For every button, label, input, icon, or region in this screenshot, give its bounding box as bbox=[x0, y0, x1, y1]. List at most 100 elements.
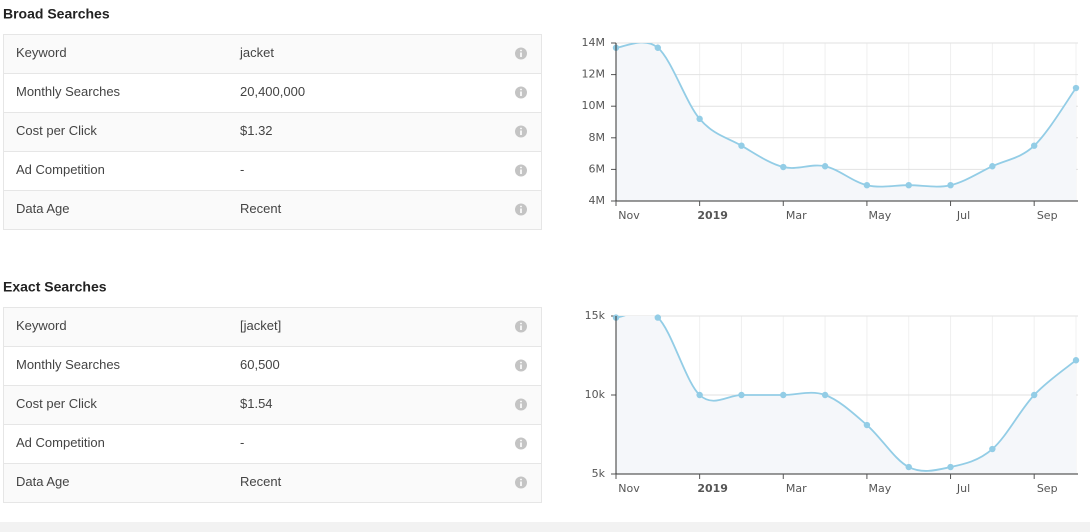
table-row bbox=[3, 112, 542, 152]
point bbox=[1072, 84, 1080, 92]
table-row bbox=[3, 190, 542, 230]
point bbox=[1030, 391, 1038, 399]
point bbox=[989, 163, 996, 170]
area bbox=[616, 43, 1076, 201]
point bbox=[947, 182, 954, 189]
x-tick-label: May bbox=[869, 482, 892, 495]
row-label: Data Age bbox=[16, 474, 70, 489]
x-tick-label: 2019 bbox=[697, 482, 728, 495]
row-value: $1.54 bbox=[240, 396, 273, 411]
x-tick-label: Sep bbox=[1037, 209, 1058, 222]
info-icon-stem bbox=[520, 91, 522, 96]
row-label: Ad Competition bbox=[16, 162, 105, 177]
x-tick-label: 2019 bbox=[697, 209, 728, 222]
row-label: Ad Competition bbox=[16, 435, 105, 450]
row-label: Monthly Searches bbox=[16, 357, 121, 372]
info-icon-stem bbox=[520, 130, 522, 135]
x-tick-label: Mar bbox=[786, 482, 807, 495]
table-row bbox=[3, 346, 542, 386]
y-tick-label: 14M bbox=[582, 36, 606, 49]
y-tick-label: 8M bbox=[589, 131, 606, 144]
table-row bbox=[3, 424, 542, 464]
info-icon-stem bbox=[520, 364, 522, 369]
point bbox=[780, 391, 787, 399]
x-tick-label: Jul bbox=[956, 482, 970, 495]
row-value: jacket bbox=[239, 45, 274, 60]
x-tick-label: Jul bbox=[956, 209, 970, 222]
info-icon-dot bbox=[520, 49, 522, 52]
info-icon-dot bbox=[520, 127, 522, 130]
point bbox=[821, 391, 829, 399]
x-tick-label: Nov bbox=[618, 209, 640, 222]
row-value: Recent bbox=[240, 201, 282, 216]
info-icon-dot bbox=[520, 361, 522, 364]
y-tick-label: 6M bbox=[589, 162, 606, 175]
table-row bbox=[3, 385, 542, 425]
point bbox=[863, 421, 871, 429]
row-label: Cost per Click bbox=[16, 123, 97, 138]
point bbox=[821, 163, 829, 170]
point bbox=[780, 163, 787, 171]
y-tick-label: 12M bbox=[582, 68, 606, 81]
info-icon-stem bbox=[520, 169, 522, 174]
line bbox=[616, 316, 1077, 472]
info-icon-dot bbox=[520, 478, 522, 481]
point bbox=[1072, 357, 1080, 364]
table-row bbox=[3, 34, 542, 74]
row-value: 20,400,000 bbox=[240, 84, 305, 99]
point bbox=[654, 44, 662, 51]
info-icon-stem bbox=[520, 208, 522, 213]
row-value: 60,500 bbox=[240, 357, 280, 372]
point bbox=[696, 391, 703, 399]
row-label: Keyword bbox=[16, 45, 67, 60]
x-tick-label: Mar bbox=[786, 209, 807, 222]
area bbox=[616, 316, 1076, 474]
point bbox=[1030, 142, 1038, 149]
point bbox=[654, 314, 662, 321]
point bbox=[738, 142, 745, 149]
info-icon-dot bbox=[520, 439, 522, 442]
x-tick-label: May bbox=[869, 209, 892, 222]
row-value: [jacket] bbox=[240, 318, 281, 333]
info-icon-dot bbox=[520, 322, 522, 325]
point bbox=[738, 391, 745, 399]
table-row bbox=[3, 307, 542, 347]
table-row bbox=[3, 151, 542, 191]
row-label: Cost per Click bbox=[16, 396, 97, 411]
info-icon-stem bbox=[520, 325, 522, 330]
point bbox=[947, 463, 954, 471]
section-title: Broad Searches bbox=[3, 6, 110, 22]
row-value: - bbox=[240, 162, 244, 177]
y-tick-label: 15k bbox=[585, 309, 606, 322]
row-value: - bbox=[240, 435, 244, 450]
row-value: $1.32 bbox=[240, 123, 273, 138]
x-tick-label: Sep bbox=[1037, 482, 1058, 495]
footer-bar bbox=[0, 522, 1090, 532]
info-icon-stem bbox=[520, 442, 522, 447]
x-tick-label: Nov bbox=[618, 482, 640, 495]
info-icon-dot bbox=[520, 88, 522, 91]
info-icon-dot bbox=[520, 166, 522, 169]
info-icon-dot bbox=[520, 400, 522, 403]
row-value: Recent bbox=[240, 474, 282, 489]
table-row bbox=[3, 463, 542, 503]
info-icon-stem bbox=[520, 52, 522, 57]
line bbox=[616, 43, 1077, 188]
y-tick-label: 10M bbox=[582, 99, 606, 112]
y-tick-label: 10k bbox=[585, 388, 606, 401]
section-title: Exact Searches bbox=[3, 279, 107, 295]
y-tick-label: 5k bbox=[592, 467, 606, 480]
row-label: Data Age bbox=[16, 201, 70, 216]
point bbox=[905, 463, 912, 471]
row-label: Keyword bbox=[16, 318, 67, 333]
point bbox=[863, 182, 871, 189]
point bbox=[696, 115, 703, 123]
point bbox=[905, 182, 912, 189]
point bbox=[989, 445, 996, 453]
info-icon-stem bbox=[520, 403, 522, 408]
info-icon-stem bbox=[520, 481, 522, 486]
info-icon-dot bbox=[520, 205, 522, 208]
y-tick-label: 4M bbox=[589, 194, 606, 207]
row-label: Monthly Searches bbox=[16, 84, 121, 99]
